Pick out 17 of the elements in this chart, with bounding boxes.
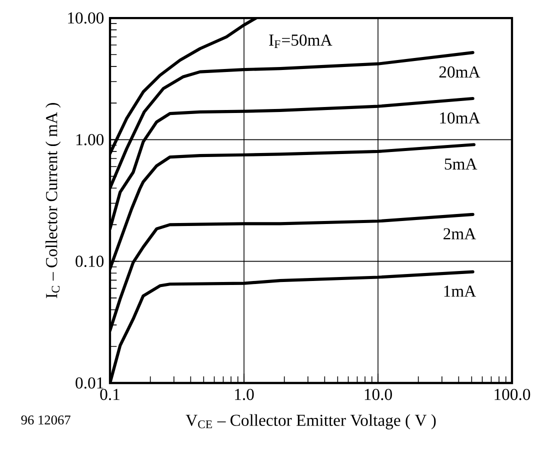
y-tick-label: 1.00	[76, 134, 104, 146]
x-tick-label: 10.0	[364, 388, 392, 400]
y-axis-title: I$_{C}$ – Collector Current ( mA )	[46, 103, 61, 298]
series-label: 5mA	[444, 158, 478, 170]
series-label: I$_{F}$=50mA	[269, 34, 332, 48]
y-tick-label: 0.10	[76, 256, 104, 267]
x-tick-label: 0.1	[100, 388, 120, 400]
x-tick-label: 1.0	[235, 388, 254, 400]
x-tick-label: 100.0	[494, 388, 530, 400]
series-label: 20mA	[439, 66, 480, 78]
x-axis-title: V$_{CE}$ – Collector Emitter Voltage ( V )	[186, 414, 436, 430]
series-label: 2mA	[444, 228, 476, 240]
y-tick-label: 0.01	[76, 377, 104, 389]
series-label: 10mA	[440, 112, 480, 124]
y-tick-label: 10.00	[68, 12, 104, 24]
text: 96 12067	[21, 416, 70, 424]
series-label: 1mA	[444, 286, 476, 297]
